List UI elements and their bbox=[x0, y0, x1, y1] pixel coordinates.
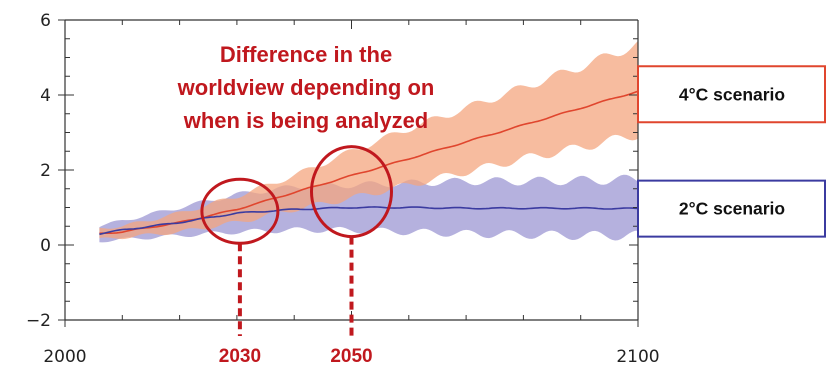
annotation-line: Difference in the bbox=[220, 42, 392, 67]
y-tick-label: 4 bbox=[40, 86, 51, 106]
band-2c bbox=[99, 174, 638, 243]
scenario-callouts: 4°C scenario 2°C scenario bbox=[637, 65, 826, 238]
callout-box-4c bbox=[637, 65, 826, 124]
annotation-line: worldview depending on bbox=[177, 75, 435, 100]
marker-label-2030: 2030 bbox=[219, 346, 261, 367]
series-line-2c bbox=[99, 206, 639, 236]
band-4c bbox=[99, 40, 638, 240]
callout-label-2c: 2°C scenario bbox=[679, 199, 785, 219]
uncertainty-bands bbox=[99, 40, 638, 243]
y-tick-label: 0 bbox=[40, 236, 51, 256]
y-tick-label: −2 bbox=[26, 311, 51, 331]
callout-label-4c: 4°C scenario bbox=[679, 84, 785, 104]
year-markers: 2030 2050 bbox=[200, 145, 393, 367]
series-lines bbox=[99, 90, 639, 236]
tick-labels: −2 0 2 4 6 2000 2100 bbox=[26, 11, 660, 367]
series-line-4c bbox=[99, 90, 639, 235]
annotation-line: when is being analyzed bbox=[183, 108, 429, 133]
marker-label-2050: 2050 bbox=[330, 346, 372, 367]
annotation-text: Difference in the worldview depending on w… bbox=[177, 42, 435, 133]
x-tick-label: 2000 bbox=[43, 347, 86, 367]
callout-box-2c bbox=[637, 179, 826, 238]
y-tick-label: 2 bbox=[40, 161, 51, 181]
y-tick-label: 6 bbox=[40, 11, 51, 31]
x-tick-label: 2100 bbox=[616, 347, 659, 367]
